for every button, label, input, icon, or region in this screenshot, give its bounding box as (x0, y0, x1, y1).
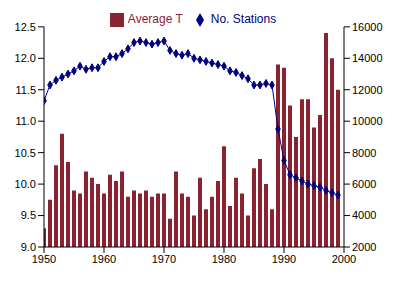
svg-text:4000: 4000 (352, 209, 376, 221)
svg-text:2000: 2000 (332, 253, 356, 265)
svg-text:1990: 1990 (272, 253, 296, 265)
svg-text:16000: 16000 (352, 21, 383, 33)
svg-text:1980: 1980 (212, 253, 236, 265)
svg-text:2000: 2000 (352, 241, 376, 253)
svg-text:1950: 1950 (32, 253, 56, 265)
html-text:Average T: Average T (127, 12, 183, 26)
svg-text:9.0: 9.0 (21, 241, 36, 253)
svg-text:12.0: 12.0 (15, 52, 36, 64)
svg-text:10.0: 10.0 (15, 178, 36, 190)
svg-text:12000: 12000 (352, 84, 383, 96)
svg-text:11.0: 11.0 (15, 115, 36, 127)
svg-text:12.5: 12.5 (15, 21, 36, 33)
svg-text:6000: 6000 (352, 178, 376, 190)
html-text:No. Stations: No. Stations (210, 12, 277, 26)
svg-text:9.5: 9.5 (21, 209, 36, 221)
svg-text:10000: 10000 (352, 115, 383, 127)
svg-text:14000: 14000 (352, 52, 383, 64)
svg-text:1970: 1970 (152, 253, 176, 265)
svg-text:11.5: 11.5 (15, 84, 36, 96)
svg-text:10.5: 10.5 (15, 147, 36, 159)
svg-text:1960: 1960 (92, 253, 116, 265)
svg-text:8000: 8000 (352, 147, 376, 159)
